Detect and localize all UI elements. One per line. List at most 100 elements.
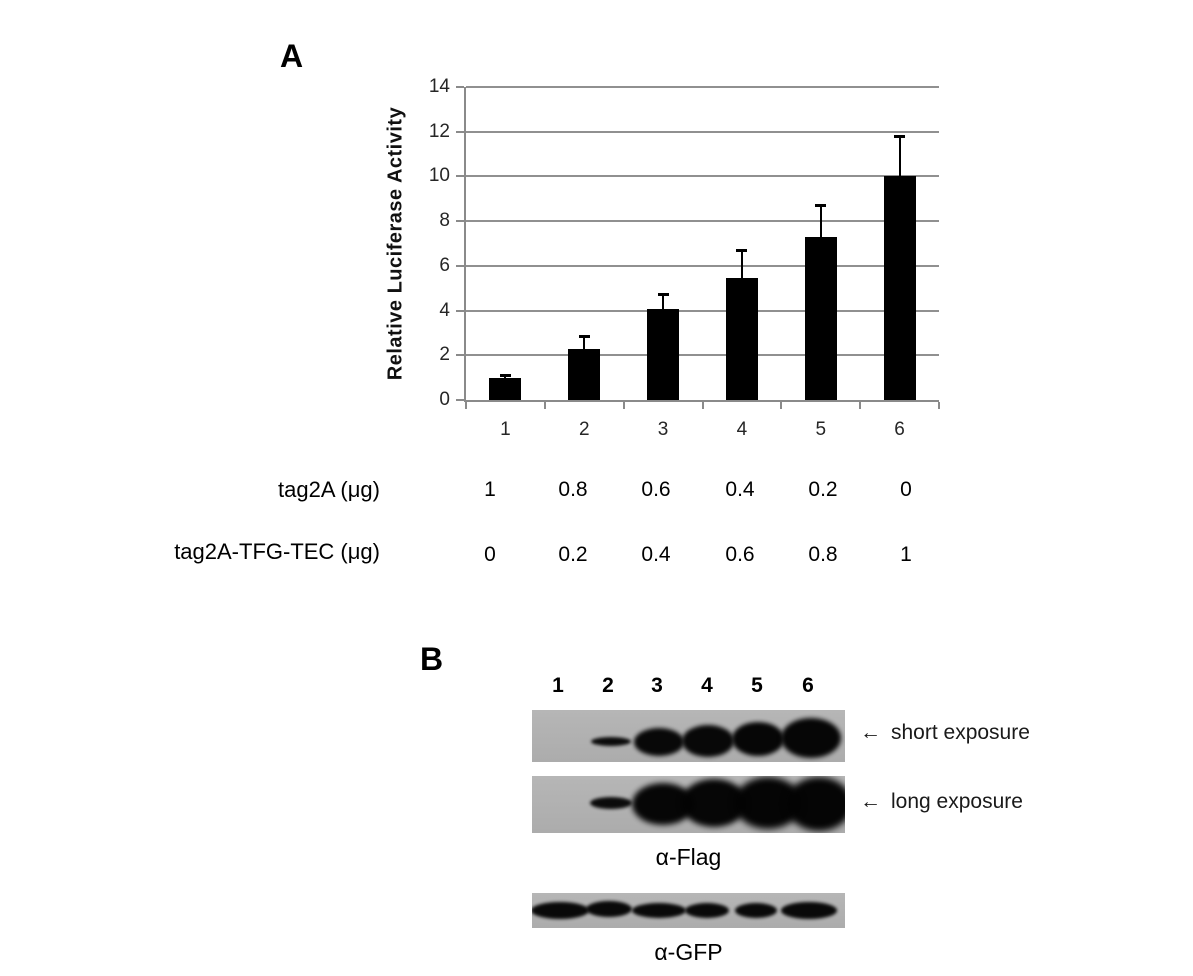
y-tick-label: 14	[428, 76, 450, 97]
dose-value: 0.2	[808, 478, 838, 501]
bar-lane-5	[804, 236, 837, 400]
y-tick-label: 4	[439, 299, 450, 321]
panel-a-label: A	[280, 38, 304, 74]
protein-band	[732, 722, 784, 756]
gfp-blot	[532, 893, 845, 928]
error-bar-cap	[578, 335, 590, 339]
dose-row-label: tag2A (μg)	[278, 477, 380, 502]
protein-band	[634, 728, 684, 756]
dose-value: 0.8	[808, 543, 838, 566]
error-bar	[583, 336, 586, 349]
y-axis-line	[464, 87, 466, 402]
y-tick	[456, 130, 464, 133]
long-exposure-blot	[532, 776, 845, 833]
dose-value: 0.4	[725, 478, 755, 501]
y-tick	[456, 220, 464, 223]
long-exposure-label: long exposure	[891, 790, 1023, 813]
dose-value: 0.6	[725, 543, 755, 566]
dose-value: 0.8	[558, 478, 588, 501]
short-exposure-annotation: ← short exposure	[860, 721, 1030, 745]
dose-value: 0.6	[641, 478, 671, 501]
left-arrow-icon: ←	[860, 721, 881, 744]
y-axis-title: Relative Luciferase Activity	[384, 106, 407, 381]
y-tick	[456, 264, 464, 267]
x-tick	[938, 402, 940, 409]
lane-number: 5	[751, 674, 763, 697]
x-tick-label: 6	[894, 419, 905, 440]
bar-lane-6	[883, 176, 916, 400]
x-tick-label: 3	[657, 419, 669, 440]
error-bar	[898, 136, 901, 177]
y-tick-label: 8	[439, 210, 450, 232]
lane-number: 3	[651, 674, 663, 697]
panel-b-label: B	[420, 641, 444, 677]
short-exposure-blot	[532, 710, 845, 762]
protein-band	[632, 902, 686, 918]
x-tick	[623, 402, 625, 409]
protein-band	[781, 718, 841, 758]
y-tick-label: 12	[428, 120, 450, 142]
gridline	[466, 130, 939, 133]
protein-band	[685, 902, 729, 918]
error-bar	[740, 250, 743, 279]
alpha-flag-caption: α-Flag	[655, 844, 722, 870]
protein-band	[682, 725, 734, 757]
y-tick-label: 10	[428, 165, 450, 187]
gridline	[466, 86, 939, 88]
error-bar-cap	[894, 135, 906, 139]
y-tick-label: 2	[439, 344, 450, 366]
gridline	[466, 264, 939, 267]
gridline	[466, 220, 939, 223]
dose-value: 0	[900, 478, 912, 501]
dose-value: 0	[484, 543, 496, 566]
short-exposure-label: short exposure	[891, 721, 1030, 744]
y-tick	[456, 86, 464, 88]
protein-band	[586, 901, 632, 917]
x-tick	[465, 402, 467, 409]
x-tick	[859, 402, 861, 409]
bar-lane-2	[568, 348, 601, 400]
x-axis-line	[464, 400, 939, 402]
gridline	[466, 309, 939, 312]
bar-lane-4	[725, 278, 758, 400]
bar-lane-3	[647, 309, 680, 400]
x-tick	[544, 402, 546, 409]
error-bar	[819, 205, 822, 237]
protein-band	[735, 902, 777, 918]
y-tick	[456, 175, 464, 178]
lane-number: 1	[552, 674, 564, 697]
protein-band	[781, 901, 837, 919]
error-bar-cap	[736, 249, 748, 253]
long-exposure-annotation: ← long exposure	[860, 790, 1023, 814]
x-tick	[780, 402, 782, 409]
protein-band	[532, 901, 589, 919]
error-bar	[662, 293, 665, 310]
dose-value: 1	[484, 478, 496, 501]
y-tick	[456, 399, 464, 401]
x-tick	[702, 402, 704, 409]
gridline	[466, 354, 939, 357]
error-bar-cap	[815, 204, 827, 208]
lane-number: 6	[802, 674, 814, 697]
y-tick-label: 0	[439, 389, 450, 410]
x-tick-label: 4	[736, 419, 748, 440]
dose-value: 0.4	[641, 543, 671, 566]
y-tick	[456, 354, 464, 357]
y-tick	[456, 309, 464, 312]
x-tick-label: 2	[578, 419, 590, 440]
protein-band	[590, 797, 632, 809]
bar-lane-1	[489, 377, 522, 400]
dose-value: 1	[900, 543, 912, 566]
lane-number: 2	[602, 674, 614, 697]
error-bar-cap	[499, 374, 511, 378]
gridline	[466, 175, 939, 178]
protein-band	[786, 777, 845, 831]
bar-chart	[464, 86, 939, 402]
x-tick-label: 5	[815, 419, 827, 440]
lane-number: 4	[701, 674, 713, 697]
y-tick-label: 6	[439, 254, 450, 276]
protein-band	[591, 736, 631, 746]
alpha-gfp-caption: α-GFP	[654, 939, 723, 965]
dose-value: 0.2	[558, 543, 588, 566]
